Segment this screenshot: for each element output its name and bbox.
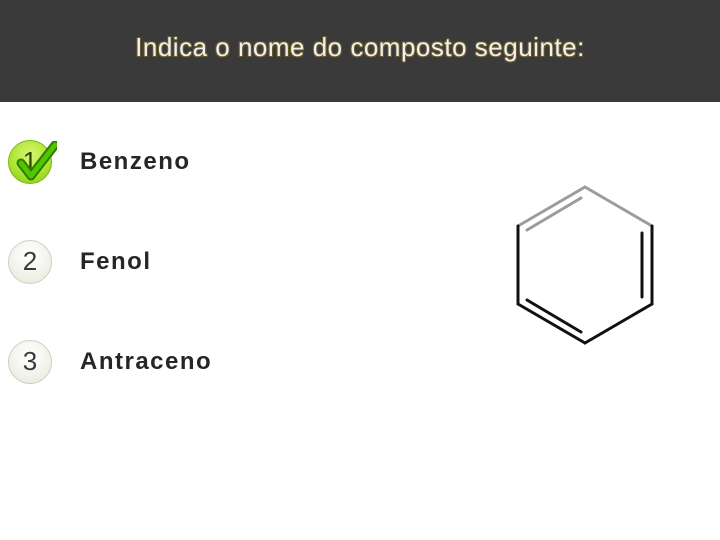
benzene-structure-icon (490, 175, 680, 355)
option-badge-2: 2 (8, 240, 52, 284)
question-label: Indica o nome do composto seguinte: (135, 32, 585, 62)
question-text: Indica o nome do composto seguinte: (0, 32, 720, 63)
option-row-2[interactable]: 2 Fenol (8, 240, 212, 284)
option-number-2: 2 (23, 246, 37, 277)
option-number-1: 1 (23, 146, 37, 177)
options-list: 1 Benzeno 2 Fenol 3 Antraceno (8, 140, 212, 440)
option-number-3: 3 (23, 346, 37, 377)
quiz-slide: Indica o nome do composto seguinte: 1 Be… (0, 0, 720, 540)
option-row-3[interactable]: 3 Antraceno (8, 340, 212, 384)
option-badge-3: 3 (8, 340, 52, 384)
option-label-2: Fenol (80, 248, 152, 276)
option-label-1: Benzeno (80, 148, 191, 176)
option-row-1[interactable]: 1 Benzeno (8, 140, 212, 184)
option-label-3: Antraceno (80, 348, 212, 376)
option-badge-1: 1 (8, 140, 52, 184)
